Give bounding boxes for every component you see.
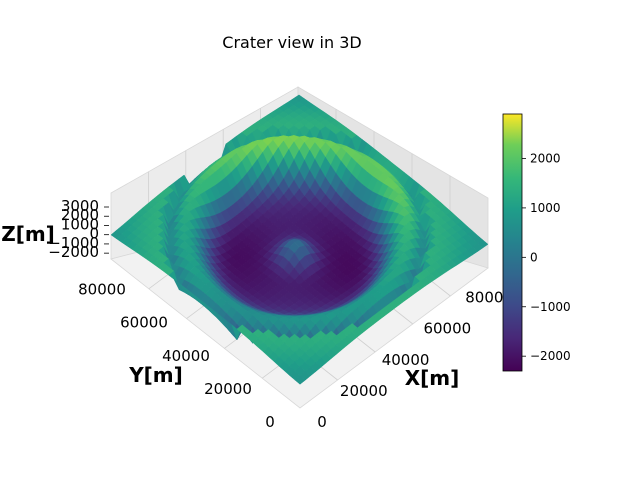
y-tick-label: 40000 bbox=[162, 347, 210, 365]
colorbar-tick-label: −1000 bbox=[530, 300, 571, 314]
surface-patch bbox=[294, 375, 306, 385]
z-tick-label: 3000 bbox=[61, 197, 99, 215]
z-tick-label: −2000 bbox=[48, 243, 99, 261]
x-tick-label: 0 bbox=[317, 413, 327, 431]
y-tick-label: 60000 bbox=[120, 314, 168, 332]
axis-ticks: 0200004000060000800000200004000060000800… bbox=[48, 197, 513, 431]
y-tick-label: 80000 bbox=[78, 281, 126, 299]
crater-surface bbox=[110, 94, 489, 385]
x-tick-label: 60000 bbox=[423, 320, 471, 338]
chart-title: Crater view in 3D bbox=[222, 33, 361, 52]
z-axis-label: Z[m] bbox=[1, 222, 55, 246]
y-tick-label: 0 bbox=[265, 413, 275, 431]
colorbar-ticks: −2000 −1000 0 1000 2000 bbox=[522, 151, 571, 363]
z-tick-label: −1000 bbox=[48, 234, 99, 252]
y-tick-label: 20000 bbox=[204, 380, 252, 398]
z-tick-label: 2000 bbox=[61, 206, 99, 224]
x-tick-label: 20000 bbox=[340, 382, 388, 400]
colorbar-tick-label: 2000 bbox=[530, 151, 561, 165]
x-axis-label: X[m] bbox=[405, 366, 460, 390]
colorbar-tick-label: 1000 bbox=[530, 201, 561, 215]
z-tick-label: 1000 bbox=[61, 215, 99, 233]
x-tick-label: 80000 bbox=[465, 289, 513, 307]
y-axis-label: Y[m] bbox=[128, 363, 183, 387]
colorbar bbox=[502, 113, 523, 372]
x-tick-label: 40000 bbox=[382, 351, 430, 369]
colorbar-tick-label: −2000 bbox=[530, 349, 571, 363]
z-tick-label: 0 bbox=[89, 225, 99, 243]
colorbar-tick-label: 0 bbox=[530, 250, 538, 264]
